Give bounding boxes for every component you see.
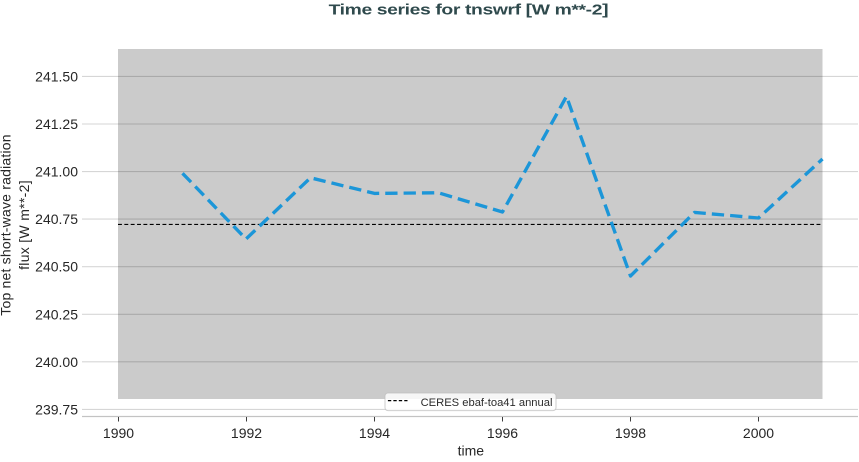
svg-text:CERES ebaf-toa41 annual: CERES ebaf-toa41 annual: [421, 397, 553, 409]
svg-text:1996: 1996: [487, 425, 518, 441]
svg-text:239.75: 239.75: [35, 401, 78, 417]
svg-text:2000: 2000: [743, 425, 774, 441]
svg-text:241.00: 241.00: [35, 164, 78, 180]
svg-text:Top net short-wave radiation: Top net short-wave radiation: [0, 134, 13, 315]
svg-text:Time series for tnswrf [W m**-: Time series for tnswrf [W m**-2]: [329, 2, 609, 18]
svg-text:241.25: 241.25: [35, 116, 78, 132]
svg-text:240.00: 240.00: [35, 354, 78, 370]
svg-text:240.75: 240.75: [35, 211, 78, 227]
svg-text:time: time: [458, 443, 485, 458]
svg-text:flux [W m**-2]: flux [W m**-2]: [16, 180, 32, 270]
svg-text:240.50: 240.50: [35, 259, 78, 275]
svg-text:1994: 1994: [359, 425, 390, 441]
svg-text:241.50: 241.50: [35, 68, 78, 84]
svg-text:1990: 1990: [103, 425, 134, 441]
svg-text:240.25: 240.25: [35, 306, 78, 322]
svg-text:1992: 1992: [231, 425, 262, 441]
svg-text:1998: 1998: [615, 425, 646, 441]
